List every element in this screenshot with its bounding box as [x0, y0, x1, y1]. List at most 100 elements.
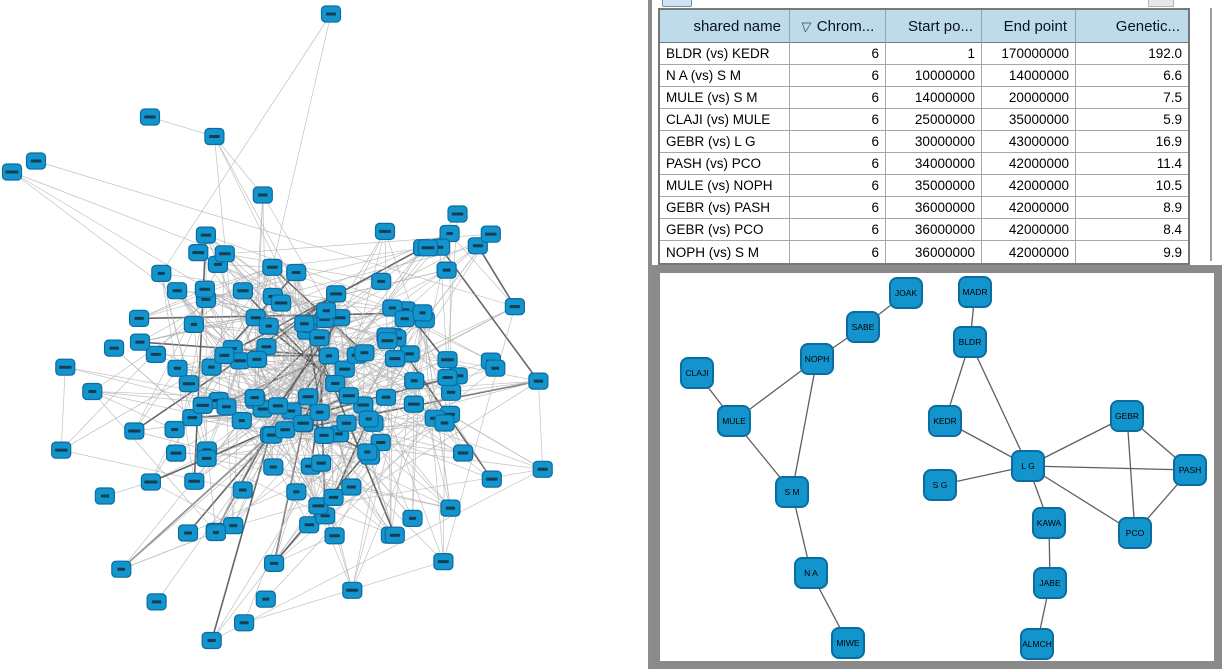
- network-edge-l-g-pco[interactable]: [1027, 465, 1136, 534]
- network-node[interactable]: [334, 360, 355, 378]
- network-node-n-a[interactable]: N A: [794, 557, 828, 589]
- network-node[interactable]: [184, 472, 205, 490]
- table-cell[interactable]: N A (vs) S M: [660, 65, 790, 87]
- network-node[interactable]: [358, 410, 379, 428]
- table-cell[interactable]: 14000000: [886, 87, 982, 109]
- network-node[interactable]: [205, 523, 226, 542]
- network-node[interactable]: [437, 368, 458, 387]
- network-node-bldr[interactable]: BLDR: [953, 326, 987, 358]
- network-node-pco[interactable]: PCO: [1118, 517, 1152, 549]
- table-cell[interactable]: 43000000: [982, 131, 1076, 153]
- table-cell[interactable]: 1: [886, 43, 982, 65]
- network-node[interactable]: [275, 421, 296, 439]
- network-node[interactable]: [267, 397, 289, 415]
- network-node-pash[interactable]: PASH: [1173, 454, 1207, 486]
- table-row[interactable]: NOPH (vs) S M 6 36000000 42000000 9.9: [660, 241, 1188, 263]
- network-node[interactable]: [204, 127, 225, 146]
- network-node[interactable]: [232, 282, 253, 300]
- network-node[interactable]: [299, 516, 320, 534]
- network-node[interactable]: [244, 389, 265, 407]
- table-row[interactable]: PASH (vs) PCO 6 34000000 42000000 11.4: [660, 153, 1188, 175]
- network-node[interactable]: [324, 527, 345, 545]
- network-node[interactable]: [354, 344, 375, 362]
- network-node[interactable]: [309, 329, 330, 347]
- network-node[interactable]: [194, 280, 215, 298]
- network-node[interactable]: [262, 258, 283, 276]
- network-node[interactable]: [485, 359, 506, 377]
- network-node-sabe[interactable]: SABE: [846, 311, 880, 343]
- table-cell[interactable]: 6: [790, 131, 886, 153]
- network-edge-noph-s-m[interactable]: [791, 358, 818, 493]
- network-node-l-g[interactable]: L G: [1011, 450, 1045, 482]
- table-cell[interactable]: 36000000: [886, 219, 982, 241]
- network-node[interactable]: [480, 225, 501, 243]
- table-row[interactable]: N A (vs) S M 6 10000000 14000000 6.6: [660, 65, 1188, 87]
- network-edge-l-g-pash[interactable]: [1027, 465, 1191, 471]
- table-row[interactable]: CLAJI (vs) MULE 6 25000000 35000000 5.9: [660, 109, 1188, 131]
- network-edge-gebr-pco[interactable]: [1126, 415, 1136, 534]
- network-node[interactable]: [384, 350, 406, 368]
- table-cell[interactable]: CLAJI (vs) MULE: [660, 109, 790, 131]
- network-node[interactable]: [504, 298, 525, 316]
- network-node-gebr[interactable]: GEBR: [1110, 400, 1144, 432]
- table-cell[interactable]: 20000000: [982, 87, 1076, 109]
- network-node[interactable]: [374, 222, 396, 240]
- table-cell[interactable]: 42000000: [982, 241, 1076, 263]
- table-cell[interactable]: GEBR (vs) L G: [660, 131, 790, 153]
- network-node-miwe[interactable]: MIWE: [831, 627, 865, 659]
- network-node[interactable]: [196, 449, 217, 467]
- network-node[interactable]: [467, 237, 488, 255]
- network-node[interactable]: [177, 524, 199, 542]
- network-node[interactable]: [164, 420, 185, 439]
- column-header-end-point[interactable]: End point: [982, 10, 1076, 43]
- network-node-kedr[interactable]: KEDR: [928, 405, 962, 437]
- network-node[interactable]: [434, 414, 455, 432]
- network-node[interactable]: [129, 333, 151, 351]
- network-node[interactable]: [325, 374, 346, 393]
- network-node[interactable]: [338, 387, 359, 405]
- network-node[interactable]: [447, 205, 468, 223]
- table-cell[interactable]: BLDR (vs) KEDR: [660, 43, 790, 65]
- network-node[interactable]: [270, 294, 292, 312]
- sub-network-canvas[interactable]: JOAK MADR SABE BLDR NOPH CLAJI MULE KEDR GEBR L G…: [660, 273, 1214, 661]
- network-node[interactable]: [51, 441, 72, 459]
- table-cell[interactable]: 6: [790, 153, 886, 175]
- table-cell[interactable]: 6: [790, 43, 886, 65]
- network-node[interactable]: [417, 239, 438, 257]
- network-node[interactable]: [286, 263, 307, 282]
- network-node[interactable]: [308, 497, 329, 515]
- table-cell[interactable]: 36000000: [886, 241, 982, 263]
- table-row[interactable]: MULE (vs) S M 6 14000000 20000000 7.5: [660, 87, 1188, 109]
- table-cell[interactable]: 16.9: [1076, 131, 1188, 153]
- network-node-madr[interactable]: MADR: [958, 276, 992, 308]
- network-node[interactable]: [82, 382, 103, 401]
- network-node[interactable]: [323, 488, 344, 506]
- table-cell[interactable]: 35000000: [982, 109, 1076, 131]
- network-node[interactable]: [167, 282, 188, 300]
- network-node[interactable]: [342, 581, 363, 599]
- network-node[interactable]: [371, 272, 392, 290]
- table-cell[interactable]: NOPH (vs) S M: [660, 241, 790, 263]
- network-node[interactable]: [151, 264, 172, 282]
- network-node[interactable]: [231, 412, 252, 430]
- table-cell[interactable]: 170000000: [982, 43, 1076, 65]
- network-node[interactable]: [103, 339, 125, 357]
- network-node[interactable]: [25, 152, 47, 170]
- network-node[interactable]: [336, 414, 357, 432]
- network-node[interactable]: [286, 483, 307, 501]
- table-cell[interactable]: 14000000: [982, 65, 1076, 87]
- network-node[interactable]: [216, 398, 237, 416]
- column-header-shared-name[interactable]: shared name: [660, 10, 790, 43]
- network-node[interactable]: [294, 315, 315, 333]
- table-cell[interactable]: 10.5: [1076, 175, 1188, 197]
- table-cell[interactable]: GEBR (vs) PASH: [660, 197, 790, 219]
- column-header-start-po[interactable]: Start po...: [886, 10, 982, 43]
- table-cell[interactable]: 6: [790, 175, 886, 197]
- table-cell[interactable]: 6: [790, 219, 886, 241]
- table-cell[interactable]: 34000000: [886, 153, 982, 175]
- table-cell[interactable]: 7.5: [1076, 87, 1188, 109]
- table-row[interactable]: GEBR (vs) L G 6 30000000 43000000 16.9: [660, 131, 1188, 153]
- network-node[interactable]: [264, 554, 285, 573]
- network-node-jabe[interactable]: JABE: [1033, 567, 1067, 599]
- network-node[interactable]: [178, 375, 200, 393]
